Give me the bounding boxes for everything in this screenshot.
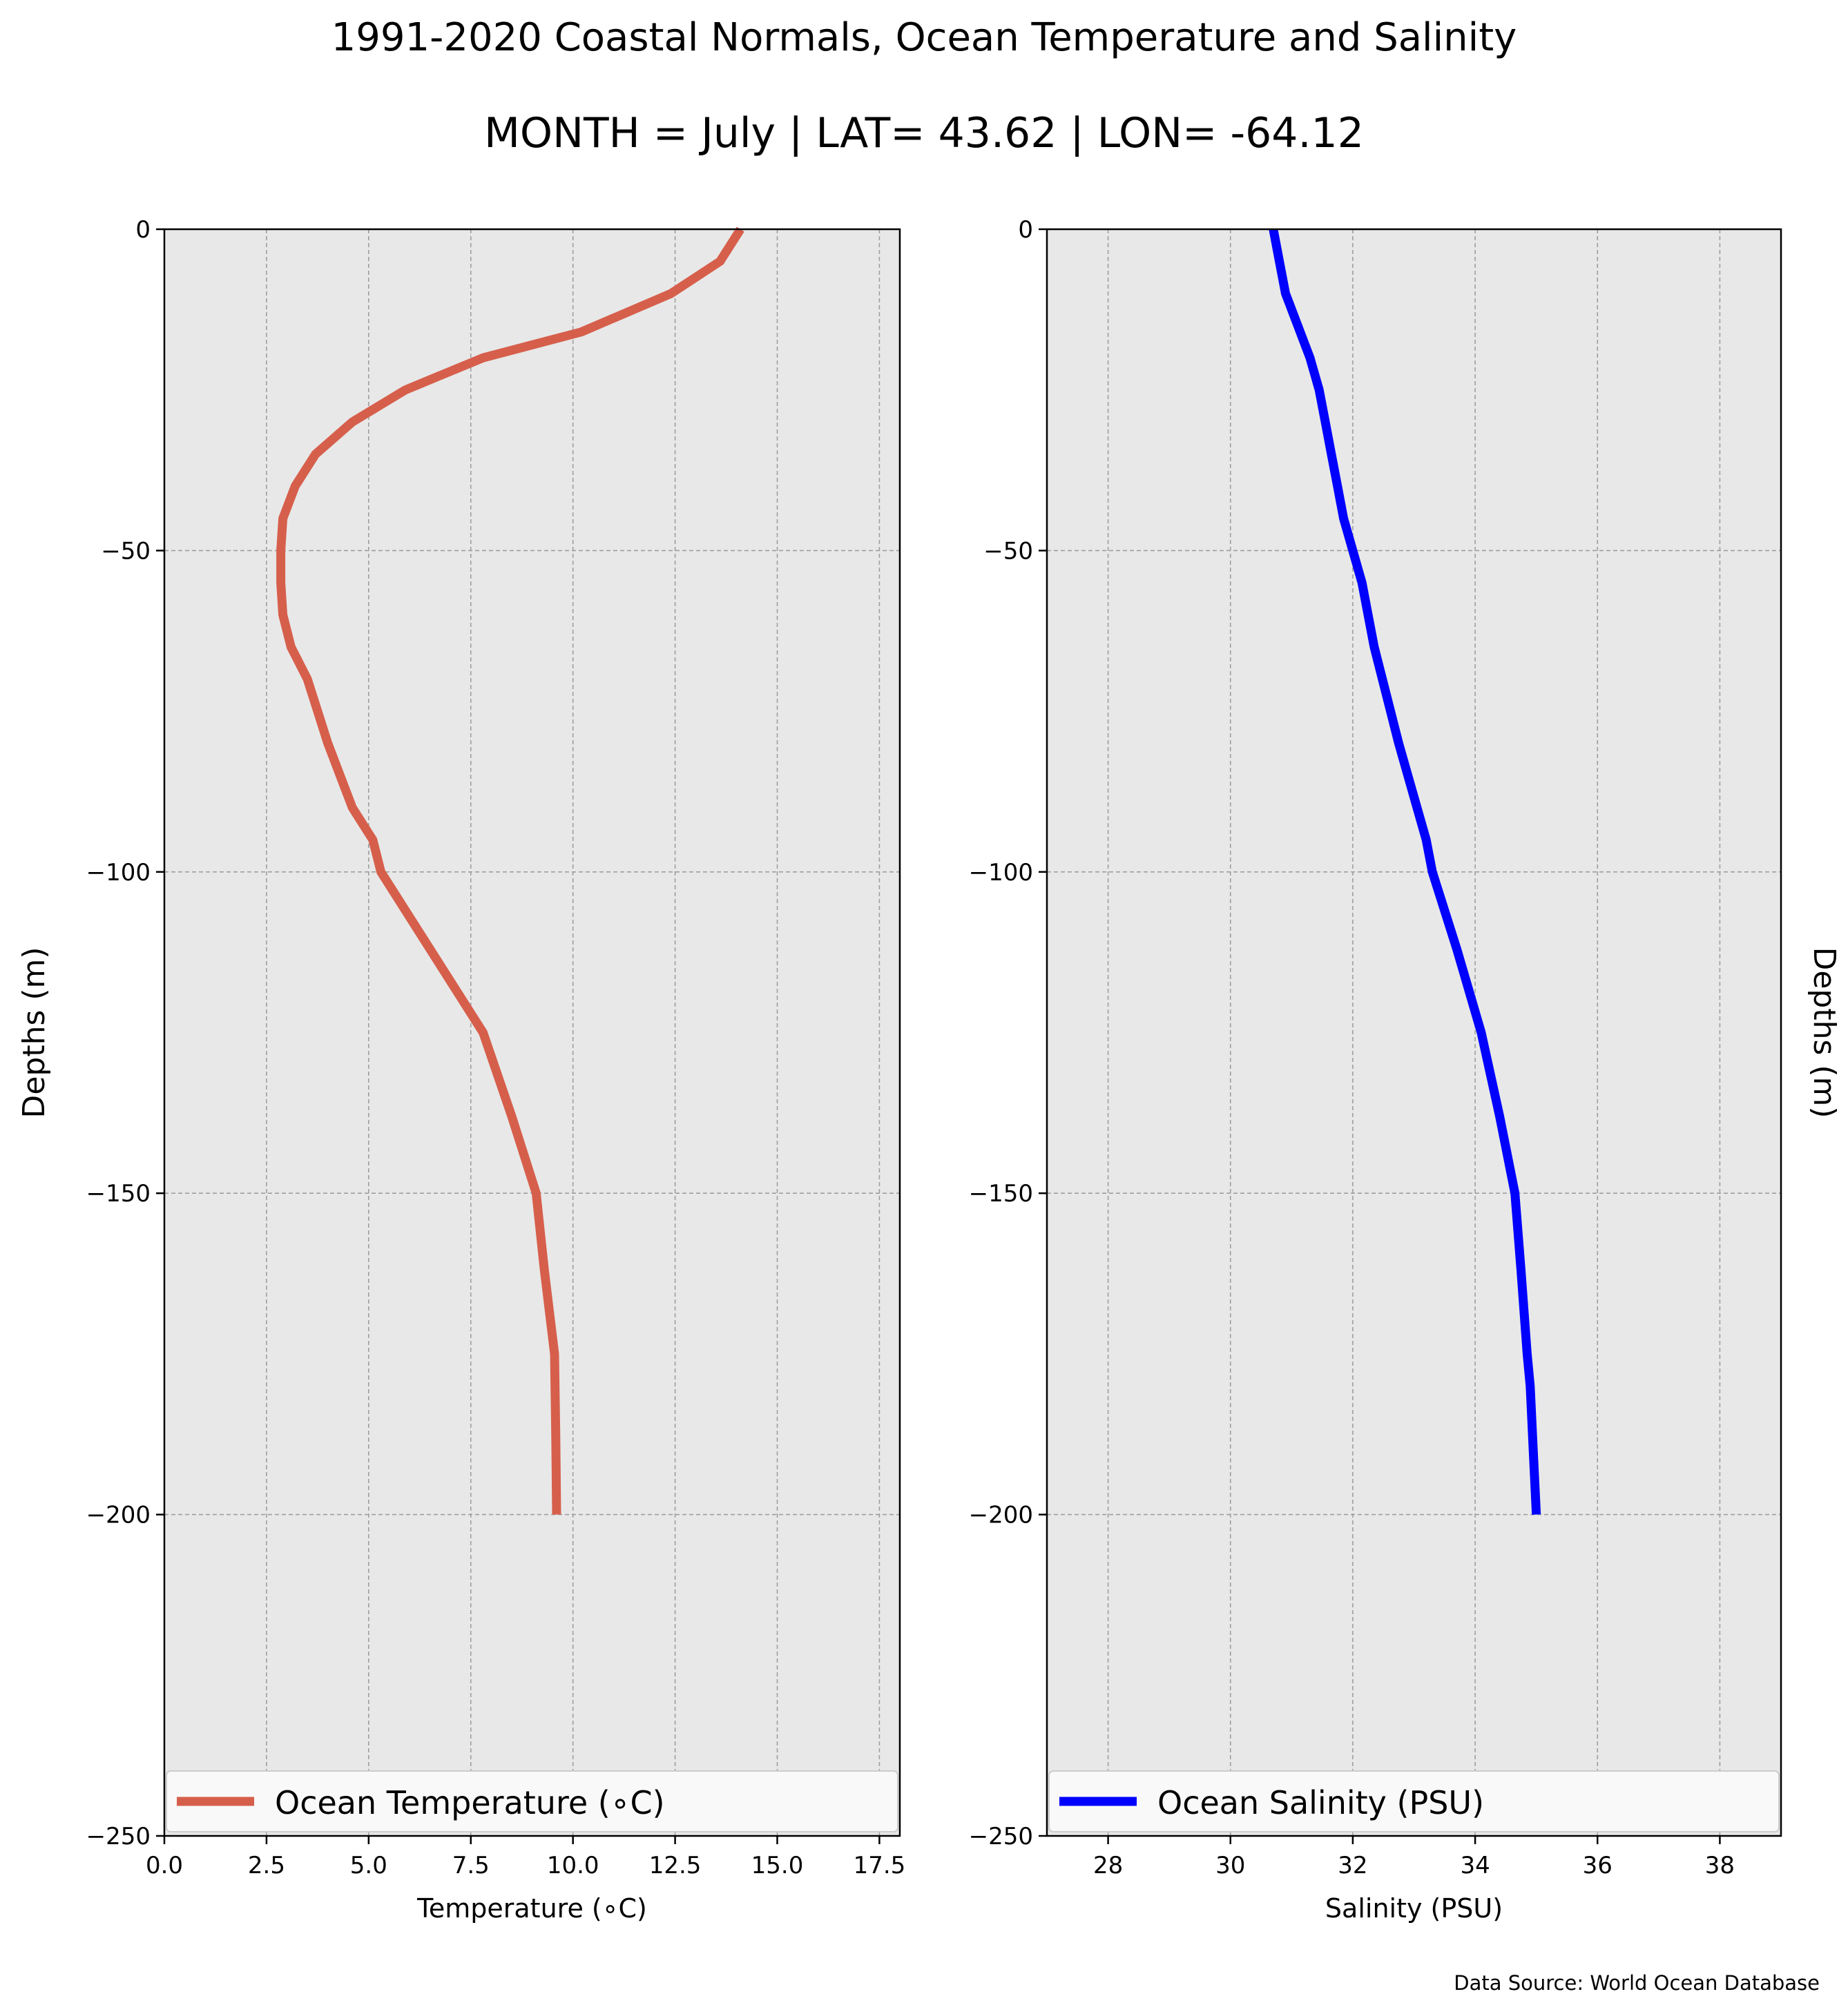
chart-panel-2: Ocean Salinity (PSU) 0 −50 −100 −150 −200 −250… [969,216,1842,1924]
y-tick-label: −50 [101,537,151,565]
legend-label: Ocean Salinity (PSU) [1157,1784,1484,1821]
y-axis-label: Depths (m) [17,947,52,1118]
data-source-note: Data Source: World Ocean Database [1454,1971,1820,1995]
figure-subtitle: MONTH = July | LAT= 43.62 | LON= -64.12 [484,109,1364,157]
x-tick-label: 7.5 [452,1852,490,1879]
y-tick-label: 0 [135,216,151,244]
figure-title: 1991-2020 Coastal Normals, Ocean Tempera… [331,15,1517,60]
x-tick-label: 30 [1215,1852,1245,1879]
legend-box [1048,1770,1780,1832]
legend-box [166,1770,898,1832]
y-tick-label: −50 [983,537,1033,565]
y-tick-label: 0 [1018,216,1033,244]
y-tick-label: −150 [969,1180,1033,1208]
chart-panels: Ocean Temperature (∘C) 0 −50 −100 −150 −200 −2… [17,216,1842,1924]
y-tick-label: −200 [969,1502,1033,1529]
x-tick-label: 28 [1093,1852,1123,1879]
axes-frame [1046,228,1782,1837]
x-tick-label: 36 [1583,1852,1613,1879]
y-axis-label: Depths (m) [1807,947,1842,1118]
x-tick-label: 15.0 [751,1852,804,1879]
y-tick-label: −100 [86,859,151,887]
x-tick-label: 12.5 [649,1852,702,1879]
y-tick-label: −200 [86,1502,151,1529]
x-tick-label: 38 [1705,1852,1735,1879]
chart-panel-1: Ocean Temperature (∘C) 0 −50 −100 −150 −200 −2… [17,216,905,1924]
legend: Ocean Temperature (∘C) [166,1770,898,1832]
x-tick-label: 0.0 [146,1852,183,1879]
plot-area [1047,229,1781,1836]
y-tick-label: −250 [969,1823,1033,1850]
x-tick-label: 34 [1460,1852,1490,1879]
x-axis-label: Temperature (∘C) [416,1893,647,1924]
y-tick-label: −250 [86,1823,151,1850]
axes-frame [163,228,901,1837]
series-line-2 [1269,228,1541,1515]
x-tick-label: 10.0 [547,1852,599,1879]
x-tick-label: 5.0 [350,1852,387,1879]
y-tick-label: −100 [969,859,1033,887]
plot-area [164,229,900,1836]
legend-label: Ocean Temperature (∘C) [275,1784,665,1821]
x-axis-label: Salinity (PSU) [1325,1893,1503,1924]
x-tick-label: 17.5 [854,1852,906,1879]
x-tick-label: 32 [1338,1852,1367,1879]
y-tick-label: −150 [86,1180,151,1208]
series-line-1 [276,226,744,1515]
legend: Ocean Salinity (PSU) [1048,1770,1780,1832]
x-tick-label: 2.5 [248,1852,285,1879]
